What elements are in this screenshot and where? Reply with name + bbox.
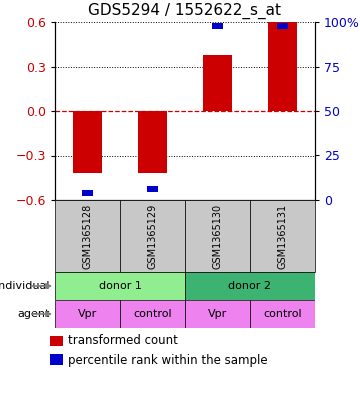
Text: GSM1365130: GSM1365130 <box>212 204 222 268</box>
Bar <box>55 272 185 300</box>
Bar <box>250 300 315 328</box>
Bar <box>250 200 315 272</box>
Bar <box>147 186 158 192</box>
Bar <box>73 111 102 173</box>
Text: GSM1365128: GSM1365128 <box>82 203 93 269</box>
Bar <box>55 300 120 328</box>
Text: Vpr: Vpr <box>78 309 97 319</box>
Text: donor 1: donor 1 <box>99 281 141 291</box>
Bar <box>50 336 63 346</box>
Title: GDS5294 / 1552622_s_at: GDS5294 / 1552622_s_at <box>89 3 282 19</box>
Text: individual: individual <box>0 281 50 291</box>
Bar <box>120 200 185 272</box>
Bar <box>212 22 223 29</box>
Text: GSM1365129: GSM1365129 <box>148 203 158 269</box>
Text: control: control <box>133 309 172 319</box>
Text: transformed count: transformed count <box>68 334 178 347</box>
Bar <box>120 300 185 328</box>
Bar <box>50 354 63 365</box>
Bar <box>138 111 167 173</box>
Text: GSM1365131: GSM1365131 <box>278 204 288 268</box>
Text: agent: agent <box>17 309 50 319</box>
Bar <box>185 200 250 272</box>
Text: percentile rank within the sample: percentile rank within the sample <box>68 354 267 367</box>
Text: Vpr: Vpr <box>208 309 227 319</box>
Bar <box>185 272 315 300</box>
Text: donor 2: donor 2 <box>229 281 271 291</box>
Bar <box>55 200 120 272</box>
Bar <box>82 190 93 196</box>
Bar <box>268 22 297 111</box>
Bar <box>276 22 288 29</box>
Text: control: control <box>263 309 302 319</box>
Bar <box>203 55 232 111</box>
Bar <box>185 300 250 328</box>
